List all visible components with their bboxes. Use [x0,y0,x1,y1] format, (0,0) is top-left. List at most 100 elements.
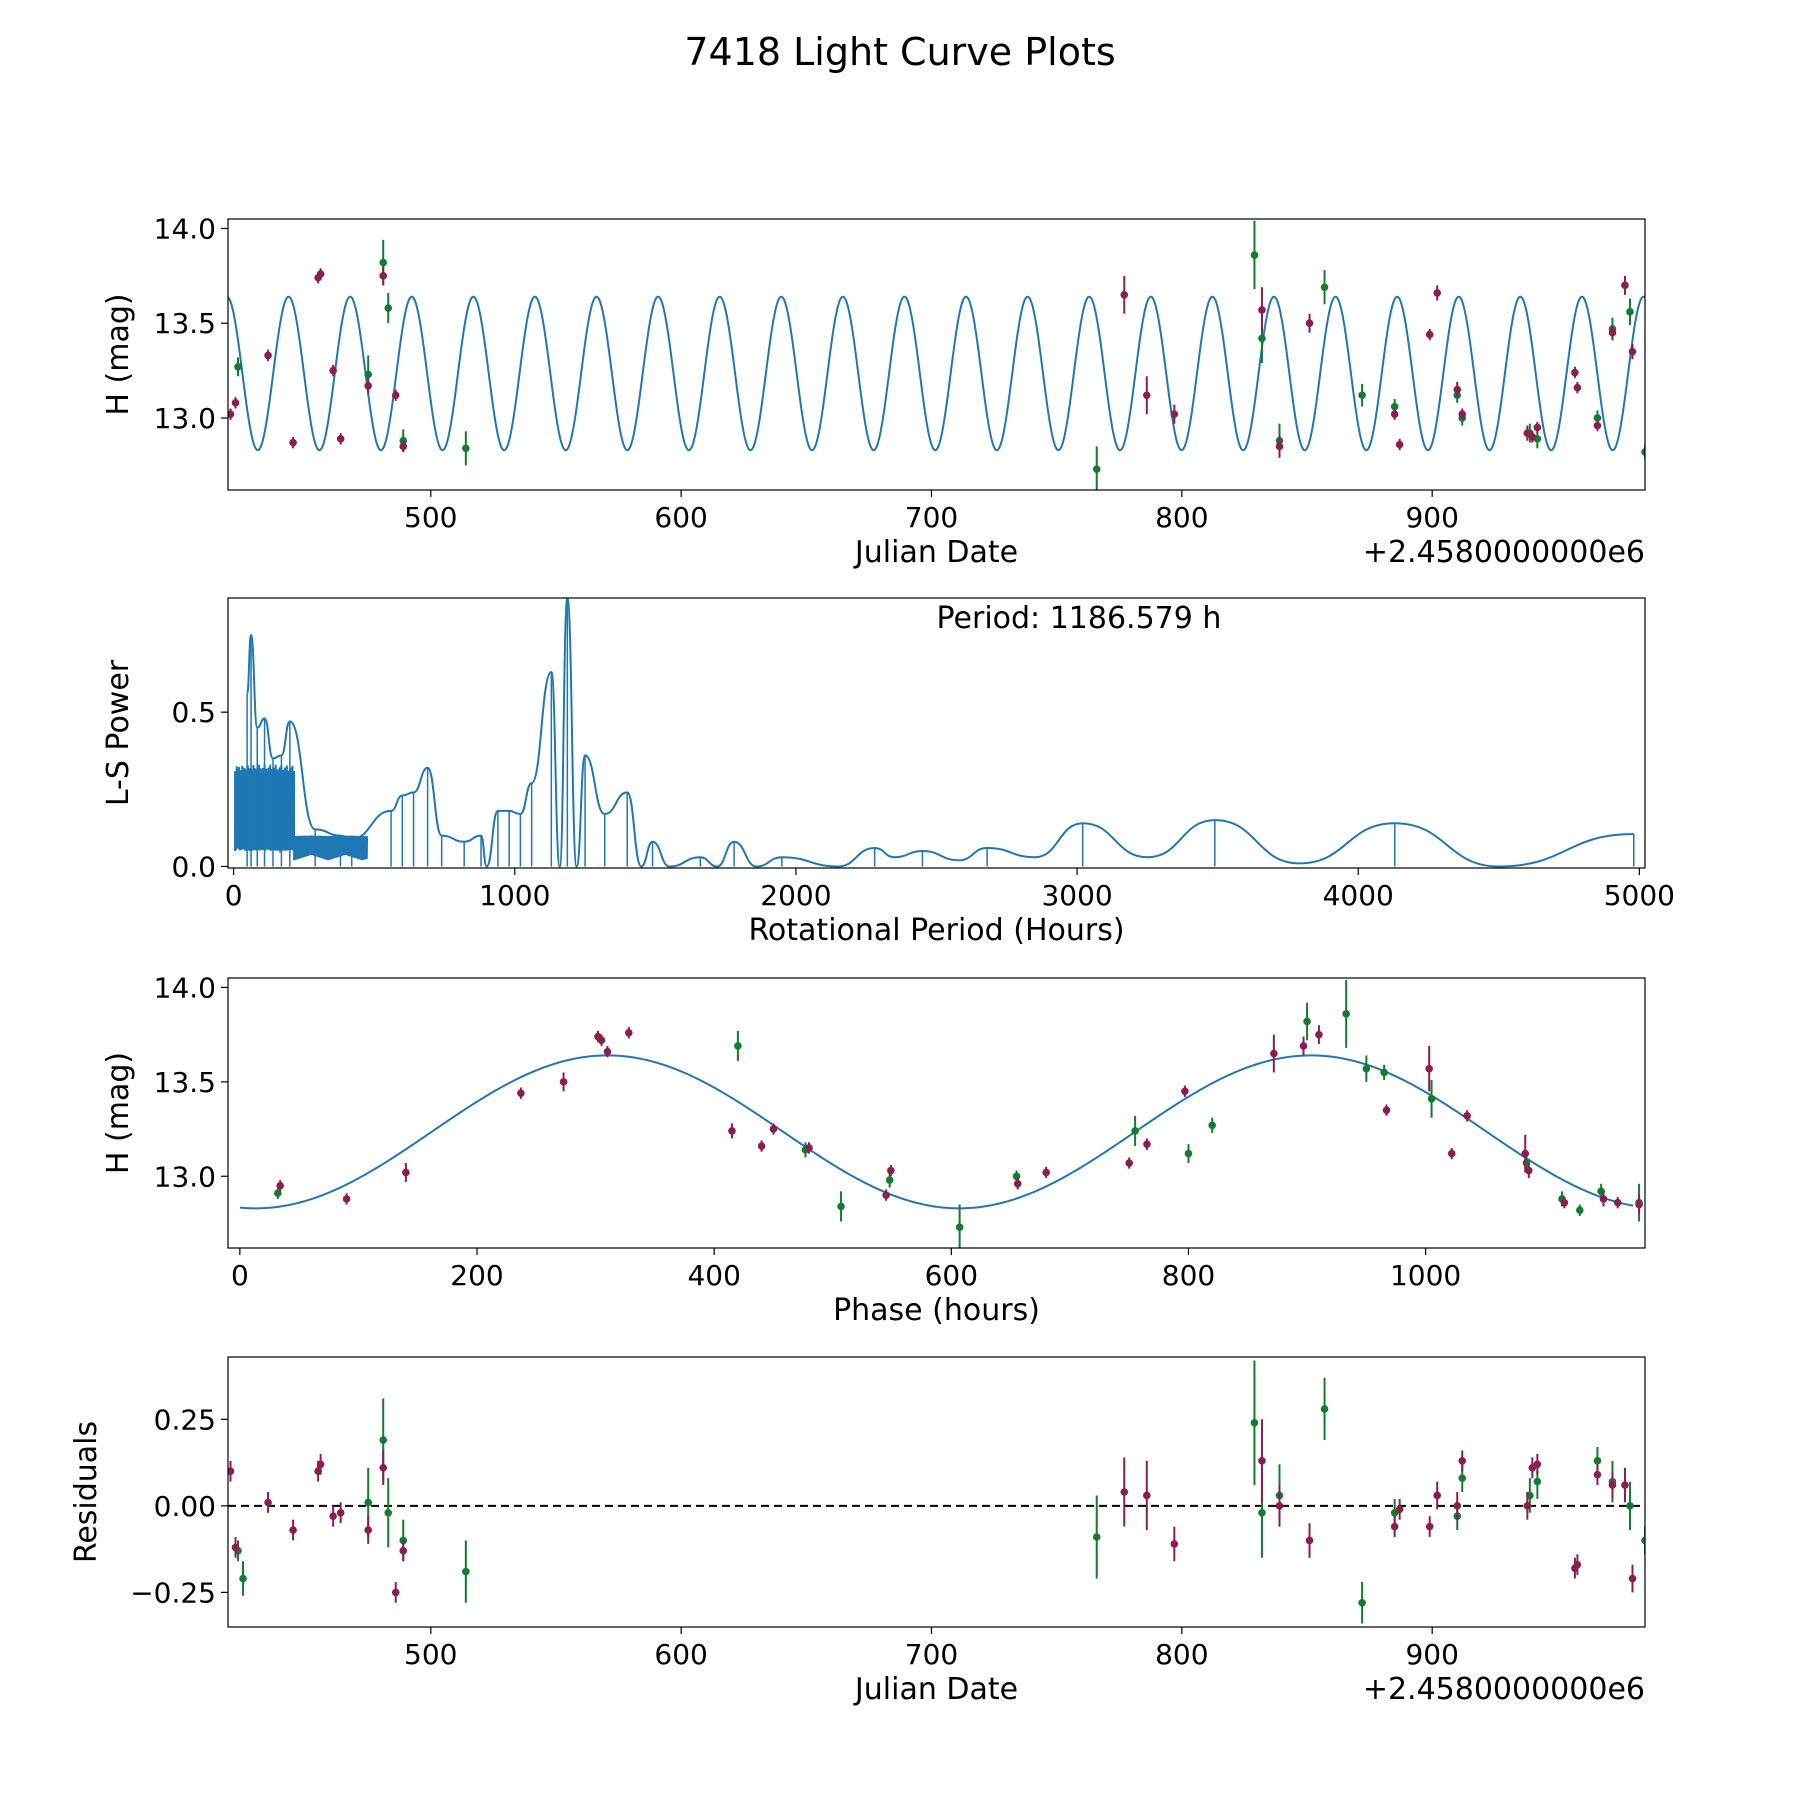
x-tick-label: 600 [654,1638,707,1671]
data-point [1305,1536,1314,1545]
data-point [887,1166,895,1175]
data-point [342,1195,351,1203]
data-point [228,1467,235,1476]
data-point [289,1526,297,1534]
data-point [336,1508,345,1517]
y-tick-label: 13.0 [154,1160,216,1193]
data-point [228,410,235,418]
data-point [1125,1159,1133,1167]
x-tick-label: 500 [404,501,457,534]
data-point [1258,1457,1266,1465]
x-tick-label: 700 [905,501,958,534]
y-tick-label: 0.00 [154,1490,216,1523]
data-point [1143,1140,1151,1148]
x-tick-label: 1000 [1390,1259,1461,1292]
data-point [1380,1068,1388,1077]
y-axis-label: Residuals [69,1421,104,1563]
data-point [1395,440,1404,449]
lightcurve-plot-area [228,220,1645,490]
y-tick-label: 13.5 [154,307,216,340]
data-point [1358,1598,1366,1607]
data-point [1184,1149,1193,1158]
red-band-series [276,1025,1643,1215]
data-point [231,399,240,407]
data-point [399,1547,408,1555]
data-point [399,1536,408,1545]
x-tick-label: 5000 [1604,879,1675,912]
data-point [384,1508,393,1517]
red-band-series [228,266,1637,458]
data-point [882,1191,890,1199]
green-band-series [234,220,1645,490]
data-point [402,1168,410,1177]
y-axis-label: L-S Power [101,659,136,806]
data-point [624,1028,633,1037]
data-point [1042,1168,1050,1177]
data-point [1621,281,1629,290]
data-point [384,304,393,312]
data-point [1521,1149,1530,1158]
data-point [1390,410,1399,418]
data-point [805,1144,813,1152]
data-point [1571,368,1579,377]
data-point [1258,306,1266,314]
data-point [1390,402,1399,411]
data-point [1533,1460,1542,1469]
data-point [316,270,325,278]
data-point [1092,465,1101,473]
y-tick-label: 14.0 [154,971,216,1004]
data-point [1425,1522,1434,1531]
data-point [1593,1457,1602,1465]
data-point [462,444,470,453]
period-annotation: Period: 1186.579 h [937,601,1222,636]
data-point [1303,1017,1311,1026]
data-point [1395,1505,1404,1514]
periodogram-plot-area [234,598,1635,868]
y-tick-label: −0.25 [130,1576,216,1609]
sinusoid-fit-curve [228,295,1645,452]
data-point [1533,423,1542,432]
data-point [1315,1030,1323,1039]
data-point [1250,251,1259,259]
data-point [379,272,388,280]
x-axis-label: Julian Date [853,1672,1018,1707]
periodogram-panel: 0 1000 2000 3000 4000 5000 0.0 0.5 Rotational Pe… [101,597,1675,948]
y-tick-label: 0.5 [171,696,216,729]
data-point [231,1543,240,1552]
data-point [1170,410,1179,418]
data-point [336,435,345,443]
data-point [1626,1502,1634,1510]
data-point [1560,1198,1569,1207]
x-tick-label: 3000 [1041,879,1112,912]
x-tick-label: 200 [450,1259,503,1292]
green-band-series [274,979,1643,1248]
data-point [379,1463,388,1472]
data-point [264,351,272,360]
data-point [1524,1166,1533,1175]
periodogram-envelope [246,598,1634,868]
data-point [1427,1095,1436,1103]
data-point [1447,1149,1456,1158]
data-point [1463,1112,1471,1120]
data-point [1425,1064,1433,1073]
data-point [1299,1042,1308,1050]
data-point [1433,289,1442,297]
data-point [1523,1502,1532,1510]
x-axis-label: Phase (hours) [833,1293,1040,1328]
data-point [264,1498,272,1507]
lightcurve-frame [227,218,1646,491]
data-point [1275,1502,1284,1510]
data-point [769,1125,778,1133]
data-point [1258,334,1266,343]
data-point [1613,1198,1622,1207]
panels: 500 600 700 800 900 13.0 13.5 14.0 Julian Date H … [69,212,1675,1707]
x-tick-label: 1000 [479,879,550,912]
y-tick-label: 13.0 [154,402,216,435]
data-point [1131,1127,1139,1135]
data-point [364,1526,372,1534]
data-point [1275,442,1284,451]
data-point [1358,391,1366,400]
red-band-series [228,1419,1637,1603]
phased-fit-curve [239,1054,1634,1210]
data-point [1305,319,1314,328]
